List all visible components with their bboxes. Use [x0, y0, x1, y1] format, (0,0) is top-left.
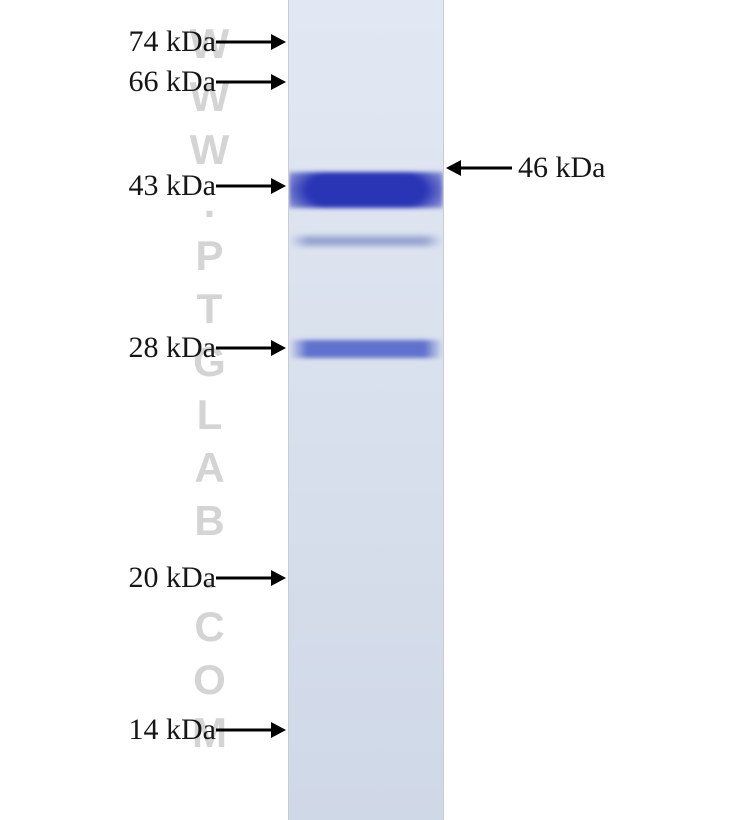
marker-label: 20 kDa: [129, 561, 216, 595]
arrow-left-icon: [446, 159, 512, 177]
marker-label: 43 kDa: [129, 169, 216, 203]
watermark-text: WWW.PTGLAB.COM: [185, 20, 233, 762]
marker-label: 66 kDa: [129, 65, 216, 99]
marker-label: 28 kDa: [129, 331, 216, 365]
major-band-46kda: [289, 172, 443, 208]
arrow-right-icon: [216, 569, 286, 587]
gel-canvas: WWW.PTGLAB.COM 74 kDa 66 kDa 43 kDa 28 kDa 2…: [0, 0, 740, 820]
left-marker: 74 kDa: [129, 24, 286, 60]
left-marker: 66 kDa: [129, 64, 286, 100]
arrow-right-icon: [216, 73, 286, 91]
left-marker: 20 kDa: [129, 560, 286, 596]
left-marker: 14 kDa: [129, 712, 286, 748]
arrow-right-icon: [216, 33, 286, 51]
marker-label: 74 kDa: [129, 25, 216, 59]
faint-band-38kda: [289, 236, 443, 246]
arrow-right-icon: [216, 177, 286, 195]
arrow-right-icon: [216, 721, 286, 739]
left-marker: 28 kDa: [129, 330, 286, 366]
gel-lane: [288, 0, 444, 820]
left-marker: 43 kDa: [129, 168, 286, 204]
band-28kda: [289, 340, 443, 358]
lane-background: [289, 0, 443, 820]
right-marker: 46 kDa: [446, 150, 605, 186]
arrow-right-icon: [216, 339, 286, 357]
marker-label: 46 kDa: [518, 151, 605, 185]
marker-label: 14 kDa: [129, 713, 216, 747]
